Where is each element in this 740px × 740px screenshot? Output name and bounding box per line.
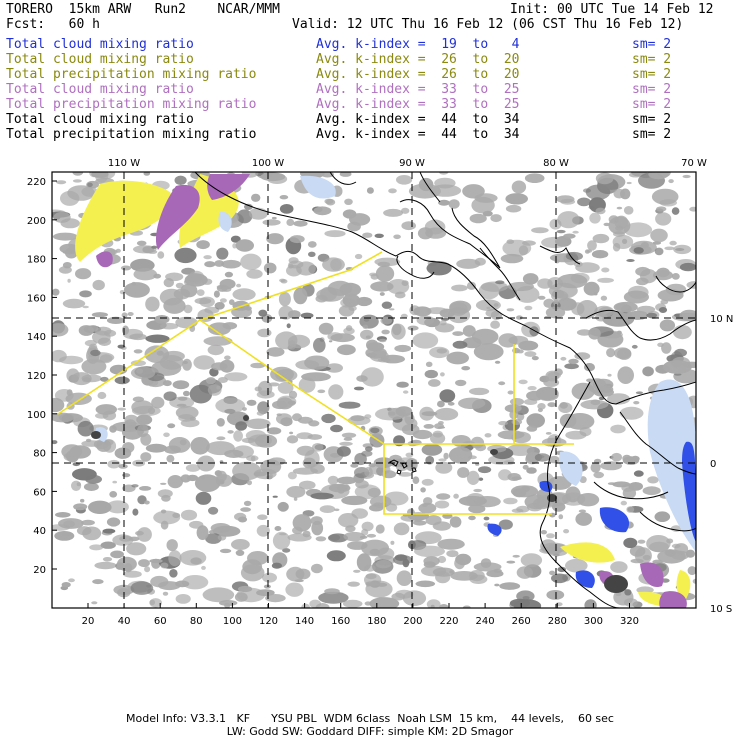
legend-smoothing: sm= 2 [632, 82, 672, 97]
legend-smoothing: sm= 2 [632, 52, 672, 67]
flight-track [57, 251, 574, 515]
x-grid-label: 160 [331, 616, 350, 627]
x-grid-label: 20 [82, 616, 95, 627]
x-grid-label: 320 [620, 616, 639, 627]
plot-frame [51, 171, 697, 609]
coastline [194, 172, 696, 608]
legend-k-index: Avg. k-index = 44 to 34 [316, 112, 520, 127]
legend-field: Total cloud mixing ratio [6, 52, 194, 67]
legend-smoothing: sm= 2 [632, 112, 672, 127]
lon-label: 110 W [108, 158, 140, 169]
x-grid-label: 300 [584, 616, 603, 627]
legend-k-index: Avg. k-index = 26 to 20 [316, 52, 520, 67]
legend-smoothing: sm= 2 [632, 97, 672, 112]
y-grid-label: 220 [27, 177, 46, 188]
legend-field: Total precipitation mixing ratio [6, 67, 257, 82]
legend-k-index: Avg. k-index = 26 to 20 [316, 67, 520, 82]
x-grid-label: 200 [403, 616, 422, 627]
x-grid-label: 180 [367, 616, 386, 627]
model-info-line2: LW: Godd SW: Goddard DIFF: simple KM: 2D… [226, 725, 514, 738]
legend-field: Total precipitation mixing ratio [6, 97, 257, 112]
init-time: Init: 00 UTC Tue 14 Feb 12 [510, 2, 714, 17]
lon-label: 90 W [399, 158, 425, 169]
lon-label: 80 W [543, 158, 569, 169]
y-grid-label: 200 [27, 216, 46, 227]
x-grid-label: 40 [118, 616, 131, 627]
legend-smoothing: sm= 2 [632, 127, 672, 142]
legend-k-index: Avg. k-index = 33 to 25 [316, 97, 520, 112]
run-title: TORERO 15km ARW Run2 NCAR/MMM [6, 2, 280, 17]
y-grid-label: 60 [33, 487, 46, 498]
legend-smoothing: sm= 2 [632, 67, 672, 82]
y-grid-label: 80 [33, 449, 46, 460]
y-grid-label: 40 [33, 526, 46, 537]
legend-field: Total precipitation mixing ratio [6, 127, 257, 142]
x-grid-label: 280 [548, 616, 567, 627]
y-grid-label: 160 [27, 293, 46, 304]
valid-time: Valid: 12 UTC Thu 16 Feb 12 (06 CST Thu … [292, 17, 684, 32]
y-grid-label: 100 [27, 410, 46, 421]
x-grid-label: 240 [476, 616, 495, 627]
x-grid-label: 80 [190, 616, 203, 627]
map-field-layer [52, 172, 696, 608]
x-grid-label: 120 [259, 616, 278, 627]
legend-field: Total cloud mixing ratio [6, 112, 194, 127]
weather-map: 110 W 100 W 90 W 80 W 70 W 10 N 0 10 S 220 200 180… [27, 158, 733, 627]
x-grid-label: 220 [439, 616, 458, 627]
legend-k-index: Avg. k-index = 44 to 34 [316, 127, 520, 142]
lat-label: 10 N [710, 314, 733, 325]
lat-lon-grid [52, 172, 696, 608]
legend-smoothing: sm= 2 [632, 37, 672, 52]
y-grid-label: 120 [27, 371, 46, 382]
forecast-hour: Fcst: 60 h [6, 17, 100, 32]
lon-label: 100 W [252, 158, 284, 169]
x-grid-label: 260 [512, 616, 531, 627]
y-grid-label: 140 [27, 332, 46, 343]
y-grid-label: 180 [27, 255, 46, 266]
lat-label: 0 [710, 459, 716, 470]
legend-k-index: Avg. k-index = 19 to 4 [316, 37, 520, 52]
light-blue-shading [95, 175, 696, 552]
model-info-line1: Model Info: V3.3.1 KF YSU PBL WDM 6class… [126, 712, 614, 725]
lon-label: 70 W [681, 158, 707, 169]
y-grid-label: 20 [33, 565, 46, 576]
legend-k-index: Avg. k-index = 33 to 25 [316, 82, 520, 97]
x-grid-label: 60 [154, 616, 167, 627]
legend-field: Total cloud mixing ratio [6, 82, 194, 97]
legend-field: Total cloud mixing ratio [6, 37, 194, 52]
x-grid-label: 140 [295, 616, 314, 627]
x-grid-label: 100 [223, 616, 242, 627]
lat-label: 10 S [710, 604, 732, 615]
axis-labels: 110 W 100 W 90 W 80 W 70 W 10 N 0 10 S 220 200 180… [27, 158, 733, 627]
